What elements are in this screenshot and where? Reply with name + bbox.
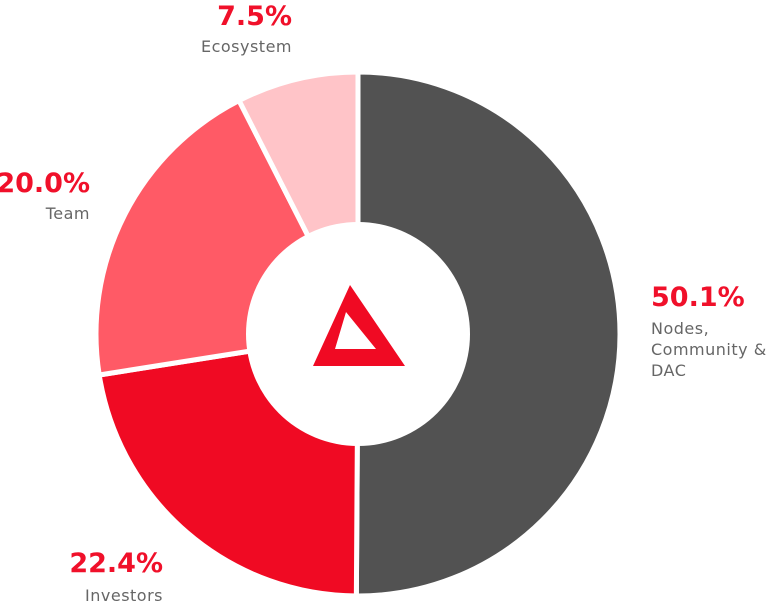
pie-slice (353, 69, 623, 599)
slice-name-line: DAC (651, 361, 686, 380)
slice-name-line: Community & (651, 340, 767, 359)
slice-value-label: 20.0% (0, 168, 90, 199)
slice-value-label: 50.1% (651, 282, 745, 313)
slice-label-investors: 22.4% Investors (69, 548, 163, 602)
slice-name-line: Investors (85, 586, 163, 602)
donut-hole (246, 222, 470, 446)
slice-label-nodes: 50.1% Nodes, Community & DAC (651, 282, 767, 380)
slice-label-ecosystem: 7.5% Ecosystem (201, 1, 292, 56)
slice-name-line: Ecosystem (201, 37, 292, 56)
slice-label-team: 20.0% Team (0, 168, 90, 223)
slice-name-line: Nodes, (651, 319, 709, 338)
triangle-logo-icon (313, 285, 405, 366)
slice-value-label: 7.5% (217, 1, 292, 32)
slice-value-label: 22.4% (69, 548, 163, 579)
slice-name-line: Team (45, 204, 90, 223)
